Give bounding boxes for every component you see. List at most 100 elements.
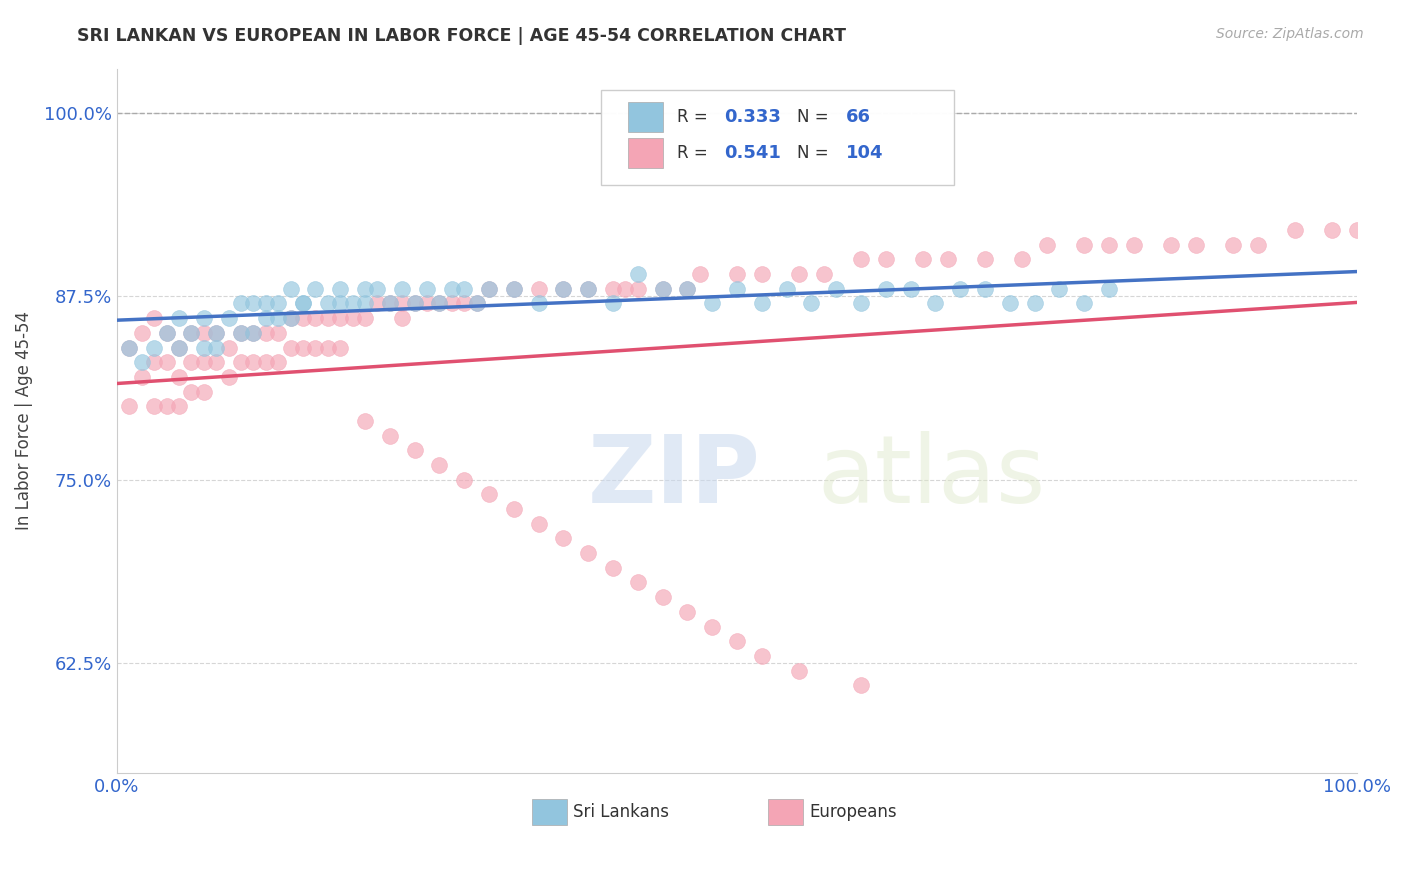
Point — [354, 414, 377, 428]
Point — [936, 252, 959, 267]
Point — [291, 341, 314, 355]
Point — [676, 282, 699, 296]
Point — [167, 341, 190, 355]
Point — [676, 282, 699, 296]
Point — [502, 502, 524, 516]
Point — [527, 516, 550, 531]
Point — [553, 282, 575, 296]
Point — [702, 296, 724, 310]
Point — [118, 399, 141, 413]
Point — [229, 326, 252, 340]
Point — [1322, 223, 1344, 237]
Point — [267, 296, 290, 310]
Point — [751, 648, 773, 663]
Point — [304, 341, 326, 355]
Point — [404, 296, 426, 310]
Point — [751, 267, 773, 281]
Point — [849, 252, 872, 267]
Point — [280, 311, 302, 326]
Point — [304, 311, 326, 326]
Point — [205, 341, 228, 355]
Y-axis label: In Labor Force | Age 45-54: In Labor Force | Age 45-54 — [15, 311, 32, 531]
Point — [702, 619, 724, 633]
FancyBboxPatch shape — [628, 102, 662, 131]
Point — [155, 326, 177, 340]
Point — [453, 473, 475, 487]
Point — [429, 296, 451, 310]
Point — [465, 296, 488, 310]
Point — [1036, 237, 1059, 252]
FancyBboxPatch shape — [628, 138, 662, 168]
Text: 0.541: 0.541 — [724, 145, 782, 162]
Point — [1346, 223, 1368, 237]
Point — [911, 252, 934, 267]
Point — [254, 311, 277, 326]
Point — [416, 282, 439, 296]
Point — [553, 282, 575, 296]
Point — [627, 267, 650, 281]
Point — [193, 311, 215, 326]
Point — [1284, 223, 1306, 237]
Text: N =: N = — [797, 108, 834, 126]
Text: 0.333: 0.333 — [724, 108, 782, 126]
Point — [725, 282, 748, 296]
Point — [155, 326, 177, 340]
Point — [267, 326, 290, 340]
Point — [378, 296, 401, 310]
Point — [974, 282, 997, 296]
Point — [229, 296, 252, 310]
Point — [229, 355, 252, 369]
Point — [155, 355, 177, 369]
Point — [267, 311, 290, 326]
Point — [342, 311, 364, 326]
Point — [131, 326, 153, 340]
Point — [800, 296, 823, 310]
Point — [143, 341, 166, 355]
Text: ZIP: ZIP — [588, 432, 761, 524]
Point — [1098, 237, 1121, 252]
Point — [218, 311, 240, 326]
Point — [354, 296, 377, 310]
Point — [1122, 237, 1144, 252]
Point — [429, 458, 451, 472]
Point — [291, 296, 314, 310]
Point — [602, 561, 624, 575]
Point — [751, 296, 773, 310]
Point — [366, 282, 388, 296]
Text: R =: R = — [678, 108, 713, 126]
Point — [316, 311, 339, 326]
Point — [280, 341, 302, 355]
Point — [391, 311, 413, 326]
Point — [180, 355, 202, 369]
Point — [1184, 237, 1206, 252]
Point — [689, 267, 711, 281]
Point — [725, 267, 748, 281]
Text: 104: 104 — [846, 145, 883, 162]
Point — [453, 296, 475, 310]
Point — [254, 326, 277, 340]
Point — [180, 384, 202, 399]
Point — [291, 296, 314, 310]
Point — [849, 296, 872, 310]
Point — [329, 282, 352, 296]
Point — [378, 296, 401, 310]
Point — [825, 282, 848, 296]
Point — [787, 267, 810, 281]
Point — [404, 443, 426, 458]
Point — [242, 326, 264, 340]
Point — [391, 296, 413, 310]
Point — [167, 341, 190, 355]
Point — [193, 341, 215, 355]
Text: atlas: atlas — [817, 432, 1046, 524]
Point — [218, 370, 240, 384]
Point — [404, 296, 426, 310]
Point — [553, 532, 575, 546]
Point — [143, 399, 166, 413]
Point — [1222, 237, 1244, 252]
Point — [849, 678, 872, 692]
Point — [651, 282, 673, 296]
Point — [478, 487, 501, 501]
Point — [242, 326, 264, 340]
Point — [1160, 237, 1182, 252]
Point — [974, 252, 997, 267]
